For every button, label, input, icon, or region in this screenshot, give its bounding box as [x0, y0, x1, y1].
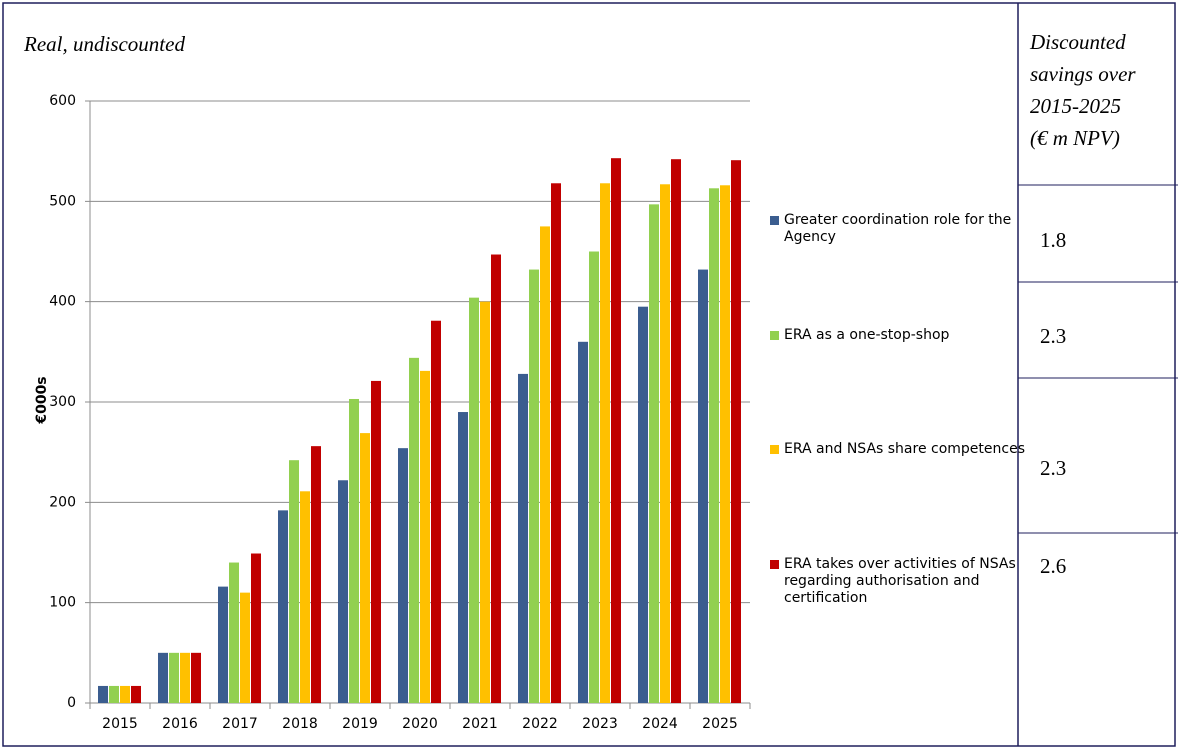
bar — [698, 269, 708, 703]
legend-swatch — [770, 445, 779, 454]
bar — [649, 204, 659, 704]
legend-swatch — [770, 560, 779, 569]
x-tick-label: 2015 — [102, 716, 138, 732]
y-tick-label: 300 — [49, 394, 76, 410]
bar — [120, 685, 130, 703]
y-tick-label: 100 — [49, 595, 76, 611]
legend-item: Greater coordination role for the Agency — [770, 212, 1034, 246]
legend-label: ERA takes over activities of NSAs regard… — [784, 556, 1016, 606]
y-tick-label: 0 — [67, 695, 76, 711]
bar — [709, 188, 719, 704]
x-tick-label: 2018 — [282, 716, 318, 732]
bar — [229, 562, 239, 703]
legend-item: ERA and NSAs share competences — [770, 441, 1034, 458]
bar — [720, 185, 730, 703]
bar — [660, 184, 670, 703]
legend-label: Greater coordination role for the Agency — [784, 212, 1012, 245]
bar — [278, 510, 288, 703]
bar — [180, 652, 190, 703]
bar — [638, 306, 648, 703]
bar — [551, 183, 561, 704]
x-tick-label: 2024 — [642, 716, 678, 732]
bar — [371, 380, 381, 703]
bar — [589, 251, 599, 703]
chart-title: Real, undiscounted — [24, 32, 185, 56]
table-value: 2.3 — [1040, 456, 1067, 480]
bar — [600, 183, 610, 704]
bar — [529, 269, 539, 703]
bar — [360, 433, 370, 703]
bar — [420, 370, 430, 703]
legend-swatch — [770, 216, 779, 225]
header-line: (€ m NPV) — [1030, 126, 1120, 150]
bar — [218, 586, 228, 703]
bar — [671, 159, 681, 703]
bar — [480, 301, 490, 703]
x-tick-label: 2019 — [342, 716, 378, 732]
table-header: Discounted savings over 2015-2025 (€ m NPV) — [1030, 26, 1136, 154]
legend-item: ERA as a one-stop-shop — [770, 327, 1034, 344]
legend-label: ERA and NSAs share competences — [784, 441, 1026, 457]
bar — [158, 652, 168, 703]
table-value: 1.8 — [1040, 228, 1067, 252]
bar — [540, 226, 550, 703]
bar — [311, 446, 321, 703]
bar — [731, 160, 741, 704]
bar — [109, 685, 119, 703]
bar — [191, 652, 201, 703]
table-value: 2.3 — [1040, 324, 1067, 348]
y-tick-label: 200 — [49, 494, 76, 510]
bar — [338, 480, 348, 703]
y-tick-label: 600 — [49, 93, 76, 109]
bar — [469, 297, 479, 703]
x-tick-label: 2025 — [702, 716, 738, 732]
bar — [131, 685, 141, 703]
bar — [409, 357, 419, 703]
bar — [251, 553, 261, 703]
y-tick-label: 400 — [49, 294, 76, 310]
bar — [240, 592, 250, 703]
table-value: 2.6 — [1040, 554, 1067, 578]
x-tick-label: 2022 — [522, 716, 558, 732]
x-tick-label: 2016 — [162, 716, 198, 732]
bar — [458, 412, 468, 703]
bar — [611, 158, 621, 703]
bar — [98, 685, 108, 703]
x-tick-label: 2017 — [222, 716, 258, 732]
x-tick-label: 2020 — [402, 716, 438, 732]
bar — [578, 341, 588, 703]
header-line: 2015-2025 — [1030, 94, 1121, 118]
legend-label: ERA as a one-stop-shop — [784, 327, 950, 343]
bar — [398, 448, 408, 703]
header-line: savings over — [1030, 62, 1136, 86]
bar — [300, 491, 310, 703]
bar — [431, 320, 441, 703]
x-tick-label: 2021 — [462, 716, 498, 732]
bar — [491, 254, 501, 703]
y-tick-label: 500 — [49, 193, 76, 209]
legend-swatch — [770, 331, 779, 340]
legend-item: ERA takes over activities of NSAs regard… — [770, 556, 1034, 607]
y-axis-label: €000s — [34, 376, 50, 424]
bar — [349, 398, 359, 703]
bar — [289, 460, 299, 703]
x-tick-label: 2023 — [582, 716, 618, 732]
bar — [169, 652, 179, 703]
header-line: Discounted — [1030, 30, 1126, 54]
bar — [518, 373, 528, 703]
